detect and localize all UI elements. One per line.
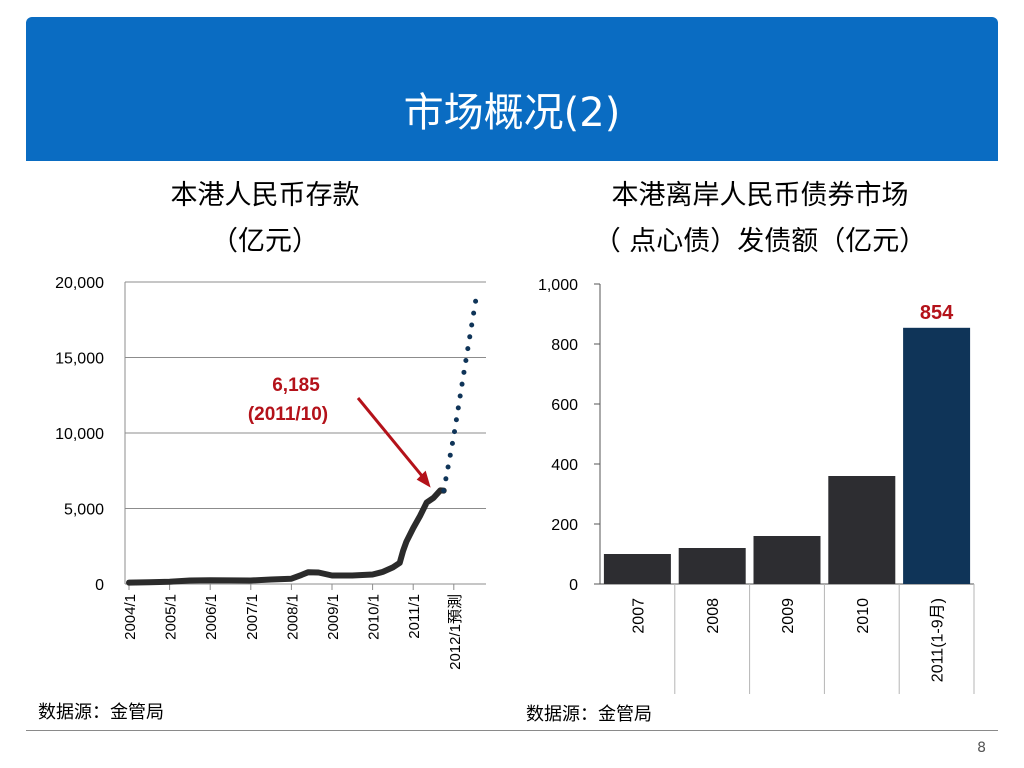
deposit-annotation-arrowhead: [416, 470, 431, 488]
bond-y-tick-label: 1,000: [538, 277, 578, 294]
deposit-data-source: 数据源：金管局: [38, 702, 164, 723]
deposit-x-tick-label: 2011/1: [406, 594, 423, 639]
deposit-x-tick-label: 2008/1: [284, 594, 301, 640]
bond-y-tick-label: 600: [551, 397, 578, 414]
bond-bar: [828, 476, 896, 584]
bond-y-tick-label: 400: [551, 457, 578, 474]
bond-bar: [753, 536, 821, 584]
deposit-x-tick-label: 2009/1: [325, 594, 342, 640]
bond-y-tick-label: 0: [569, 577, 578, 594]
deposit-y-tick-label: 10,000: [55, 426, 104, 443]
bond-x-tick-label: 2007: [630, 598, 647, 634]
bond-chart-title-line1: 本港离岸人民币债券市场: [611, 180, 909, 211]
deposit-y-tick-label: 0: [95, 577, 104, 594]
deposit-annotation-date: (2011/10): [248, 404, 328, 425]
deposit-x-tick-label: 2005/1: [163, 594, 180, 640]
deposit-x-tick-label: 2012/1預測: [447, 594, 464, 670]
deposit-chart-title-line2: （亿元）: [211, 226, 319, 257]
page-number: 8: [977, 740, 986, 756]
bond-x-tick-label: 2009: [780, 598, 797, 634]
bond-x-tick-label: 2011(1-9月): [930, 598, 947, 682]
bond-data-source: 数据源：金管局: [526, 704, 652, 725]
deposit-annotation-value: 6,185: [272, 375, 320, 396]
bond-x-tick-label: 2010: [855, 598, 872, 634]
slide-title: 市场概况(2): [403, 90, 621, 136]
bond-chart-title-line2: （ 点心债）发债额（亿元）: [593, 226, 927, 257]
deposit-actual-line: [126, 487, 447, 586]
deposit-chart-title-line1: 本港人民币存款: [170, 180, 360, 211]
deposit-x-tick-label: 2010/1: [366, 594, 383, 640]
deposit-y-tick-label: 5,000: [64, 502, 104, 519]
bond-y-tick-label: 200: [551, 517, 578, 534]
bond-bar: [678, 548, 746, 584]
bond-x-tick-label: 2008: [705, 598, 722, 634]
deposit-x-tick-label: 2004/1: [122, 594, 139, 640]
deposit-x-tick-label: 2006/1: [203, 594, 220, 640]
bond-bar: [903, 327, 971, 584]
deposit-y-tick-label: 20,000: [55, 275, 104, 292]
footer-divider: [26, 730, 998, 731]
deposit-y-tick-label: 15,000: [55, 351, 104, 368]
deposit-annotation-arrow: [356, 397, 428, 483]
bond-data-label: 854: [920, 302, 954, 324]
bond-y-tick-label: 800: [551, 337, 578, 354]
title-banner: 市场概况(2): [26, 17, 998, 161]
deposit-x-tick-label: 2007/1: [244, 594, 261, 640]
bond-bar: [603, 554, 671, 584]
